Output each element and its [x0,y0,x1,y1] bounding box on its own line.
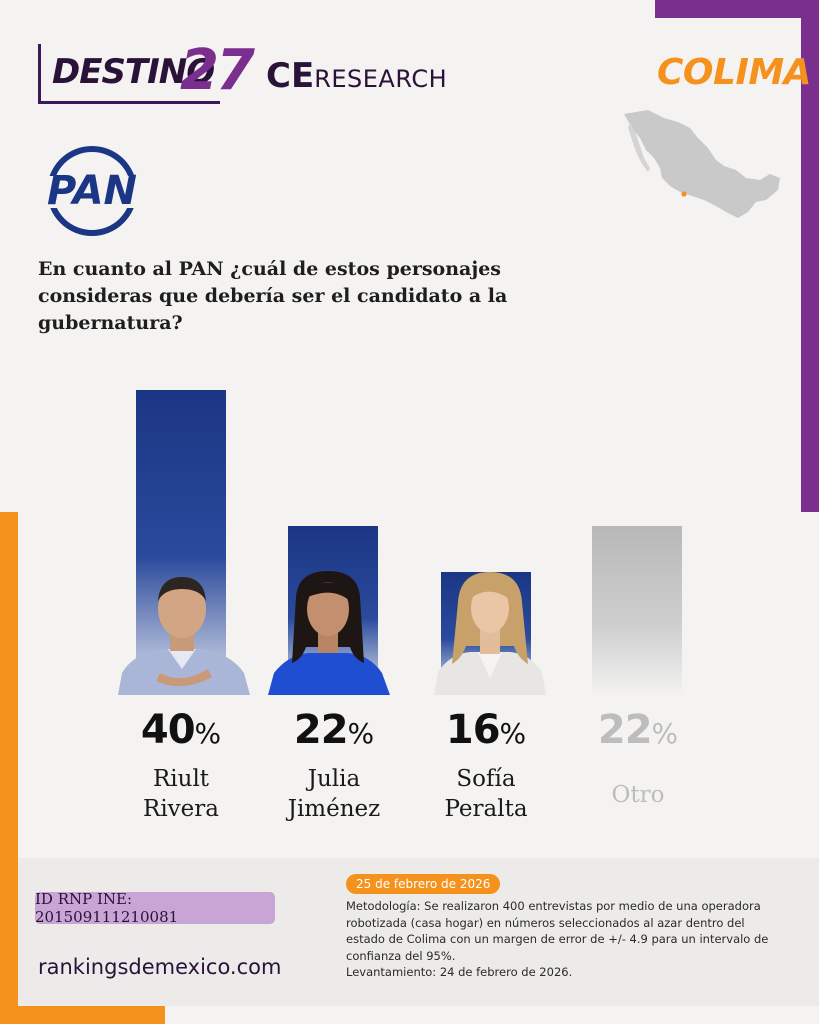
pan-party-logo: PAN [44,146,140,236]
name-label-julia-jimenez: Julia Jiménez [254,764,414,824]
colima-marker [681,191,687,197]
fieldwork-date: Levantamiento: 24 de febrero de 2026. [346,965,573,979]
candidate-photo-riult-rivera [118,577,250,695]
pct-label-sofia-peralta: 16% [406,707,566,753]
brand-logo-number: 27 [180,38,255,103]
research-logo-word: RESEARCH [314,65,448,93]
name-line: Rivera [143,796,219,822]
research-logo-ce: CE [266,56,315,96]
candidate-photo-sofia-peralta [434,572,546,695]
pct-unit: % [347,717,375,750]
pct-label-julia-jimenez: 22% [254,707,414,753]
name-label-riult-rivera: Riult Rivera [101,764,261,824]
website-url: rankingsdemexico.com [38,955,282,979]
pct-label-otro: 22% [558,707,718,753]
methodology-text: Metodología: Se realizaron 400 entrevist… [346,899,769,963]
pct-unit: % [499,717,527,750]
pct-unit: % [194,717,222,750]
publication-date-badge: 25 de febrero de 2026 [346,874,501,894]
name-line: Peralta [444,796,528,822]
pct-value: 16 [445,707,501,753]
purple-corner-accent-right [801,0,819,512]
pct-label-riult-rivera: 40% [101,707,261,753]
methodology-note: Metodología: Se realizaron 400 entrevist… [346,898,776,981]
brand-logo-frame [38,44,220,104]
pct-value: 22 [597,707,653,753]
rnp-id-badge: ID RNP INE: 201509111210081 [35,890,275,926]
name-line: Julia [307,766,361,792]
survey-question: En cuanto al PAN ¿cuál de estos personaj… [38,258,508,334]
name-line: Jiménez [287,796,381,822]
bar-otro [592,526,682,693]
name-line: Otro [611,782,665,808]
pan-logo-text: PAN [47,168,137,214]
name-label-sofia-peralta: Sofía Peralta [406,764,566,824]
candidate-bar-chart [0,380,819,700]
orange-corner-accent-bottom [0,1006,165,1024]
name-line: Riult [152,766,210,792]
pct-value: 40 [140,707,196,753]
purple-corner-accent-top [655,0,819,18]
research-logo: CERESEARCH [266,56,447,96]
name-line: Sofía [456,766,516,792]
state-title: COLIMA [657,52,812,93]
name-label-otro: Otro [558,780,718,810]
brand-logo-word: DESTINO [52,52,215,92]
mexico-map-icon [624,110,780,218]
pct-value: 22 [293,707,349,753]
orange-corner-accent-left [0,512,18,1024]
pct-unit: % [651,717,679,750]
candidate-photo-julia-jimenez [268,571,390,695]
